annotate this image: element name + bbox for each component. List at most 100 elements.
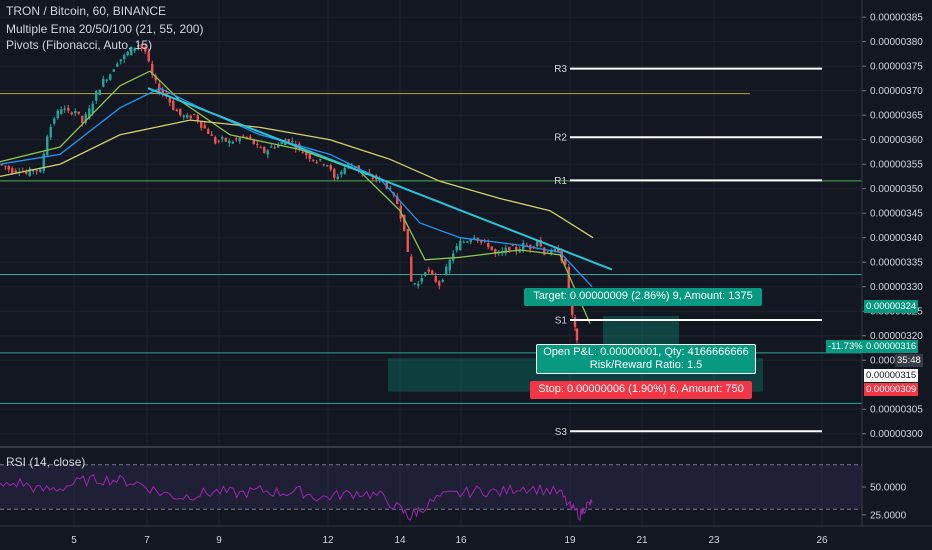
rsi-legend[interactable]: RSI (14, close) [6,455,86,469]
candle-body [249,136,252,139]
candle-body [305,151,308,156]
candle-body [396,196,399,205]
candle-body [77,111,80,114]
pivot-label-r3: R3 [554,64,567,75]
pivot-label-r1: R1 [554,176,567,187]
candle-body [214,137,217,144]
candle-body [252,139,255,145]
candle-body [25,172,28,174]
candle-body [14,170,17,173]
candle-body [273,147,276,149]
trendline[interactable] [147,87,613,271]
x-tick-label: 7 [144,535,150,546]
candle-body [210,134,213,136]
y-tick-label: 0.00000340 [870,233,923,244]
candle-body [224,137,227,142]
candle-body [564,258,567,265]
candle-body [42,153,45,171]
candle-body [60,109,63,115]
candle-body [168,98,171,103]
y-tick-label: 0.00000375 [870,62,923,73]
y-tick-label: 0.00000320 [870,331,923,342]
candle-body [63,108,66,110]
candle-body [518,249,521,253]
candle-body [329,165,332,170]
stop-label[interactable]: Stop: 0.00000006 (1.90%) 6, Amount: 750 [530,381,752,399]
symbol-title[interactable]: TRON / Bitcoin, 60, BINANCE [6,4,167,18]
ema-55-line [0,87,593,288]
ema-legend[interactable]: Multiple Ema 20/50/100 (21, 55, 200) [6,22,204,36]
horizontal-lines [0,93,862,404]
candle-body [133,47,136,51]
candle-body [88,108,91,119]
candle-body [389,188,392,190]
candle-body [102,78,105,87]
candle-body [245,136,248,139]
candle-body [333,169,336,178]
candle-body [112,69,115,72]
candle-body [427,269,430,272]
candle-body [573,317,577,328]
candle-body [424,272,427,276]
pivots-legend[interactable]: Pivots (Fibonacci, Auto, 15) [6,38,153,52]
x-tick-label: 5 [71,535,77,546]
y-tick-label: 0.00000360 [870,135,923,146]
candle-body [301,152,304,154]
candle-body [287,138,290,144]
candle-body [494,249,497,254]
candle-body [242,135,245,137]
candle-body [371,177,374,179]
candle-body [441,279,444,282]
y-tick-label: 0.00000370 [870,86,923,97]
candle-body [74,110,77,114]
y-tick-label: 0.00000385 [870,13,923,24]
candle-body [508,247,511,251]
candle-body [39,169,42,172]
candle-body [459,240,462,251]
candle-body [452,253,455,261]
x-tick-label: 9 [216,535,222,546]
candle-body [126,51,129,56]
x-tick-label: 26 [816,535,828,546]
candle-body [28,168,31,176]
candle-body [308,153,311,159]
candle-body [147,51,150,61]
candle-body [364,174,367,176]
candle-body [403,214,406,231]
y-tick-label: 0.00000300 [870,429,923,440]
candle-body [56,110,59,118]
candle-body [67,107,70,111]
candle-body [550,249,553,255]
current-price-tag: 0.00000316 [864,340,919,353]
pivot-label-s1: S1 [555,316,568,327]
candle-body [175,109,178,112]
candle-body [123,54,126,60]
countdown-tag: 35:48 [895,354,923,367]
candle-body [490,246,493,251]
candle-body [291,141,294,143]
candles [0,42,587,363]
candle-body [11,168,14,175]
pivot-label-s3: S3 [555,427,568,438]
ema-200-line [0,119,594,239]
candle-body [553,248,556,252]
rsi-pane [0,464,862,522]
candle-body [322,164,325,166]
y-tick-label: 0.00000355 [870,160,923,171]
candle-body [455,246,458,251]
candle-body [466,241,469,243]
candle-body [186,115,189,118]
candle-body [575,328,579,341]
candle-body [182,115,185,118]
open-pnl-box[interactable]: Open P&L: 0.00000001, Qty: 4166666666 Ri… [536,344,756,374]
candle-body [119,59,122,62]
candle-body [385,182,388,189]
candle-body [434,275,437,282]
stop-price-tag: 0.00000309 [864,383,919,396]
target-label[interactable]: Target: 0.00000009 (2.86%) 9, Amount: 13… [524,288,762,306]
candle-body [137,44,140,47]
rsi-tick-label: 50.0000 [870,483,907,494]
candle-body [336,176,339,180]
x-tick-label: 14 [394,535,406,546]
